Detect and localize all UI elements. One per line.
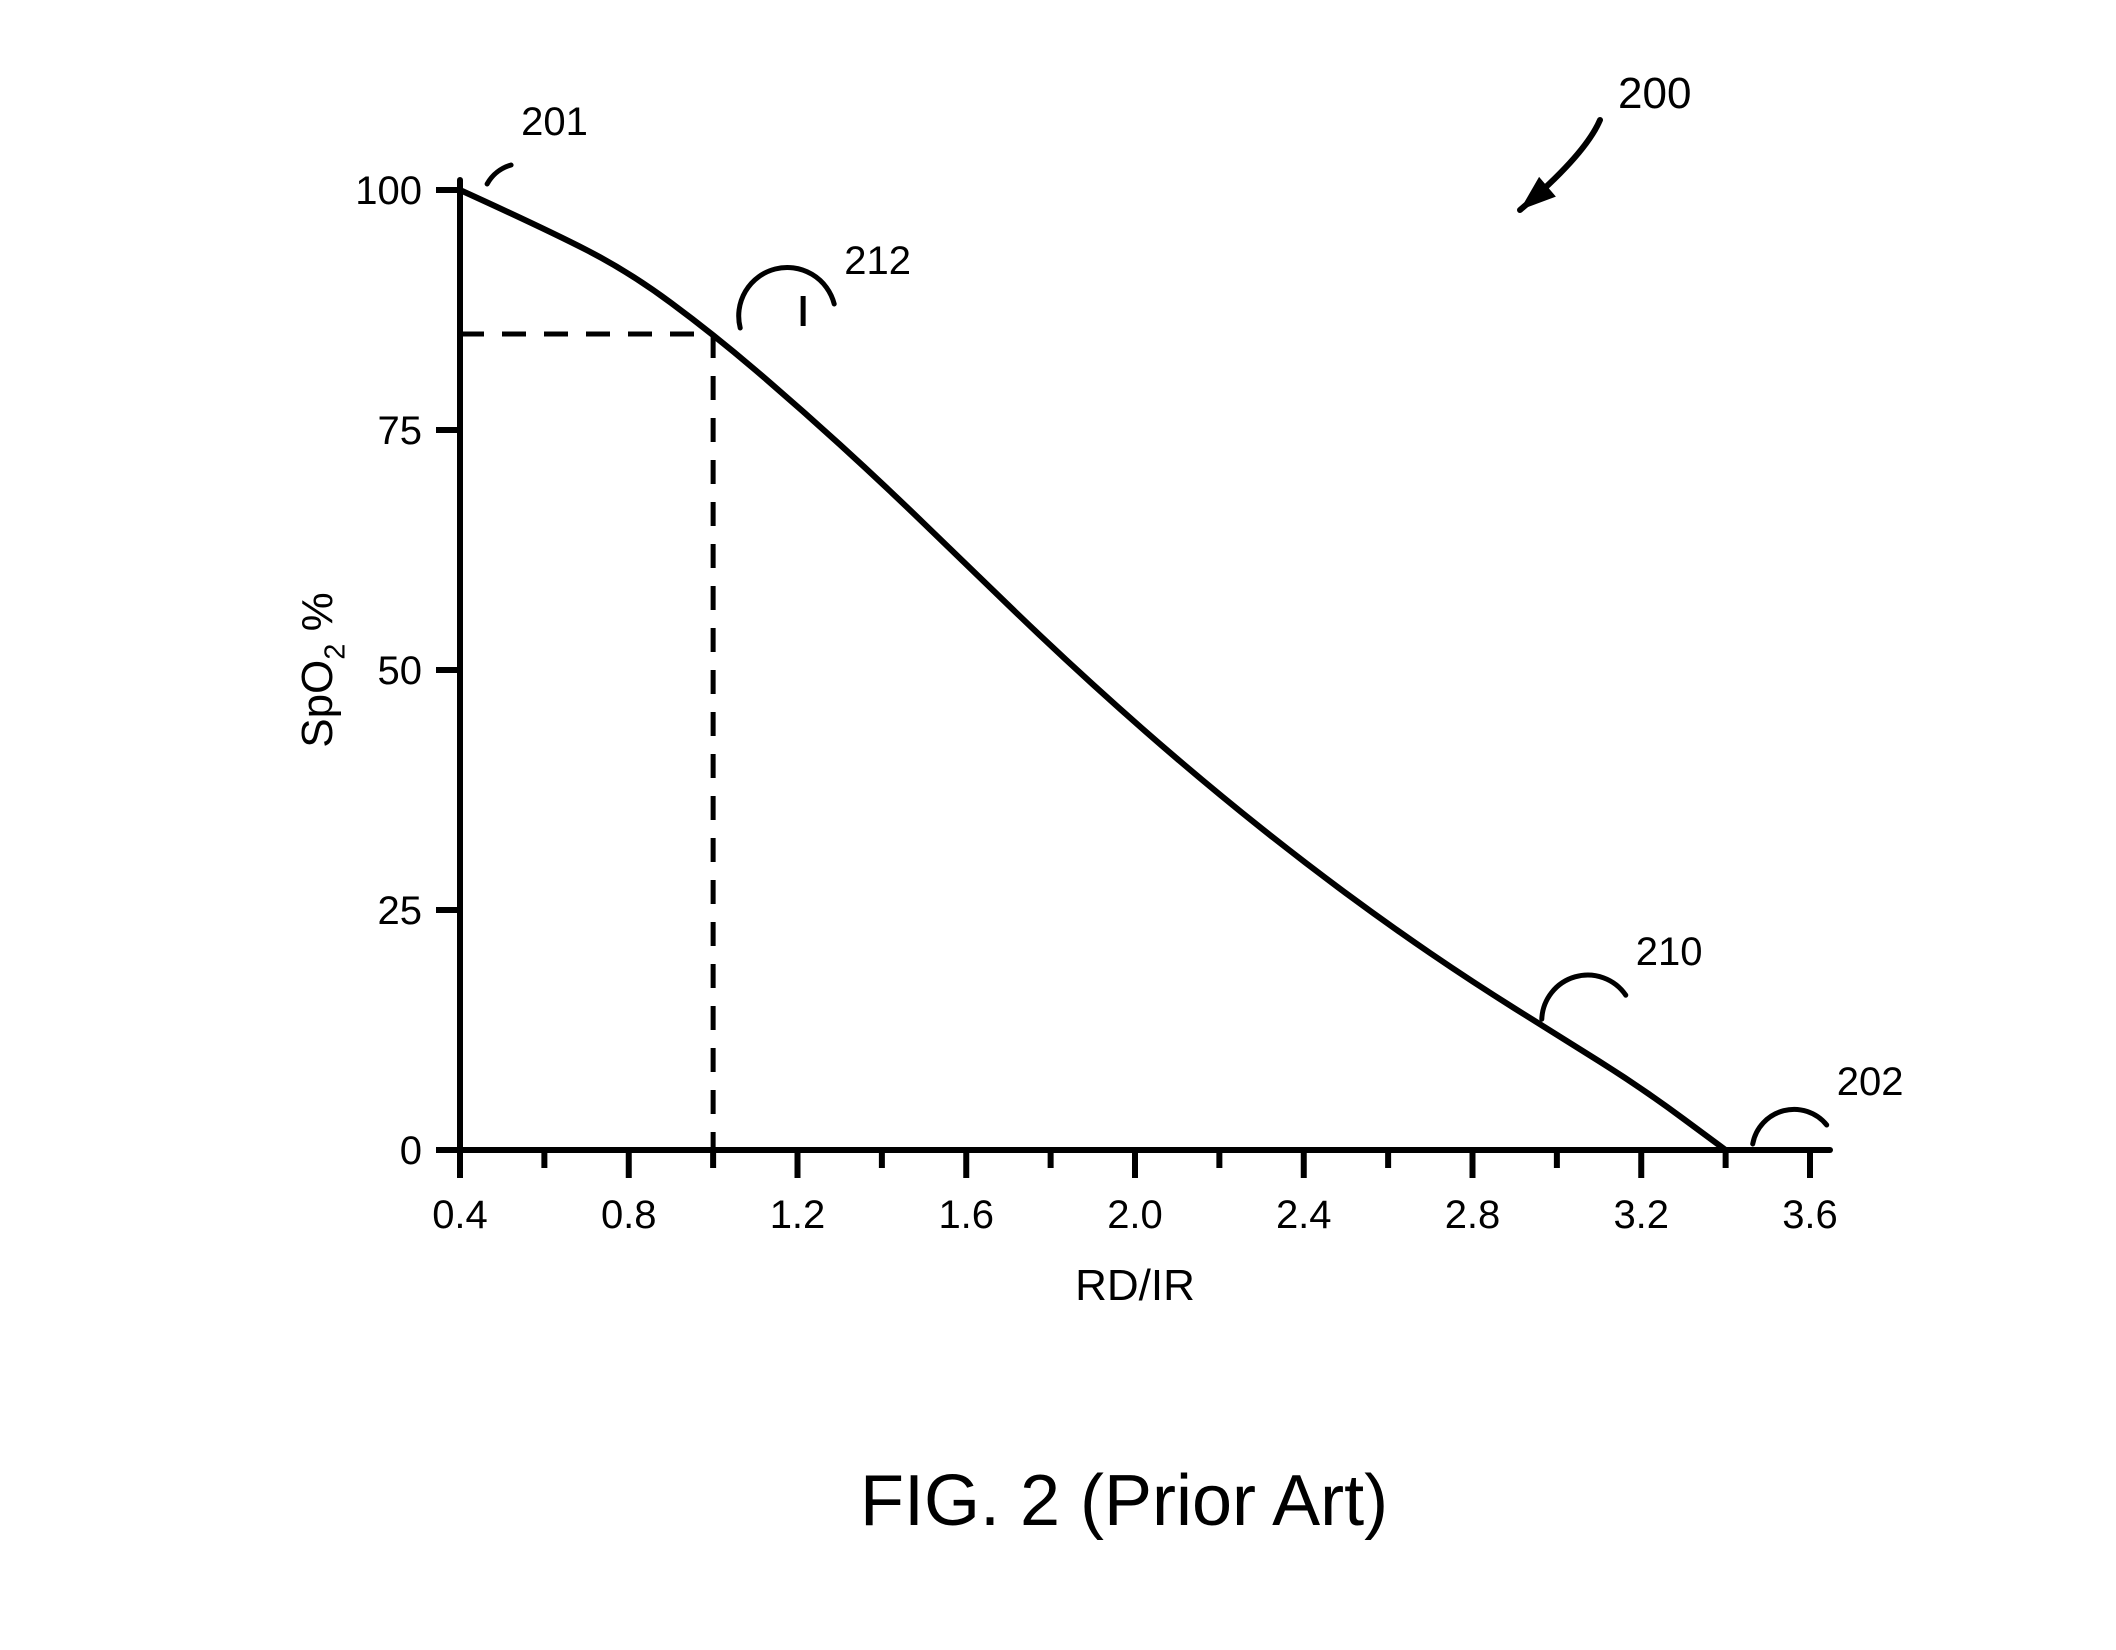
figure-ref-label: 200 [1618, 69, 1691, 118]
svg-text:SpO2 %: SpO2 % [293, 592, 351, 748]
figure-stage: 0.4 0.8 1.2 1.6 2.0 2.4 2.8 3.2 3.6 RD/IR 0 25 50 75 1… [0, 0, 2116, 1650]
y-tick-label: 0 [400, 1129, 422, 1173]
callout-hook [487, 165, 511, 184]
callout-hook [1542, 975, 1626, 1019]
x-tick-label: 3.6 [1782, 1193, 1838, 1237]
callout-label: 212 [844, 239, 911, 283]
figure-caption: FIG. 2 (Prior Art) [860, 1460, 1388, 1542]
x-tick-label: 2.8 [1445, 1193, 1501, 1237]
x-tick-label: 0.8 [601, 1193, 657, 1237]
callout-label: 202 [1837, 1060, 1904, 1104]
x-tick-label: 2.0 [1107, 1193, 1163, 1237]
x-tick-label: 0.4 [432, 1193, 488, 1237]
chart-svg: 0.4 0.8 1.2 1.6 2.0 2.4 2.8 3.2 3.6 RD/IR 0 25 50 75 1… [0, 0, 2116, 1650]
x-tick-label: 2.4 [1276, 1193, 1332, 1237]
callout-label: 210 [1636, 930, 1703, 974]
x-tick-label: 1.6 [938, 1193, 994, 1237]
callout-hook [1753, 1109, 1827, 1144]
y-tick-label: 50 [378, 649, 423, 693]
x-axis-label: RD/IR [1075, 1261, 1195, 1310]
y-tick-label: 100 [355, 169, 422, 213]
y-axis-label: SpO2 % [293, 592, 351, 748]
x-tick-label: 3.2 [1613, 1193, 1669, 1237]
callout-hook [739, 267, 835, 328]
y-tick-label: 25 [378, 889, 423, 933]
x-tick-label: 1.2 [770, 1193, 826, 1237]
callout-label: 201 [521, 100, 588, 144]
y-tick-label: 75 [378, 409, 423, 453]
